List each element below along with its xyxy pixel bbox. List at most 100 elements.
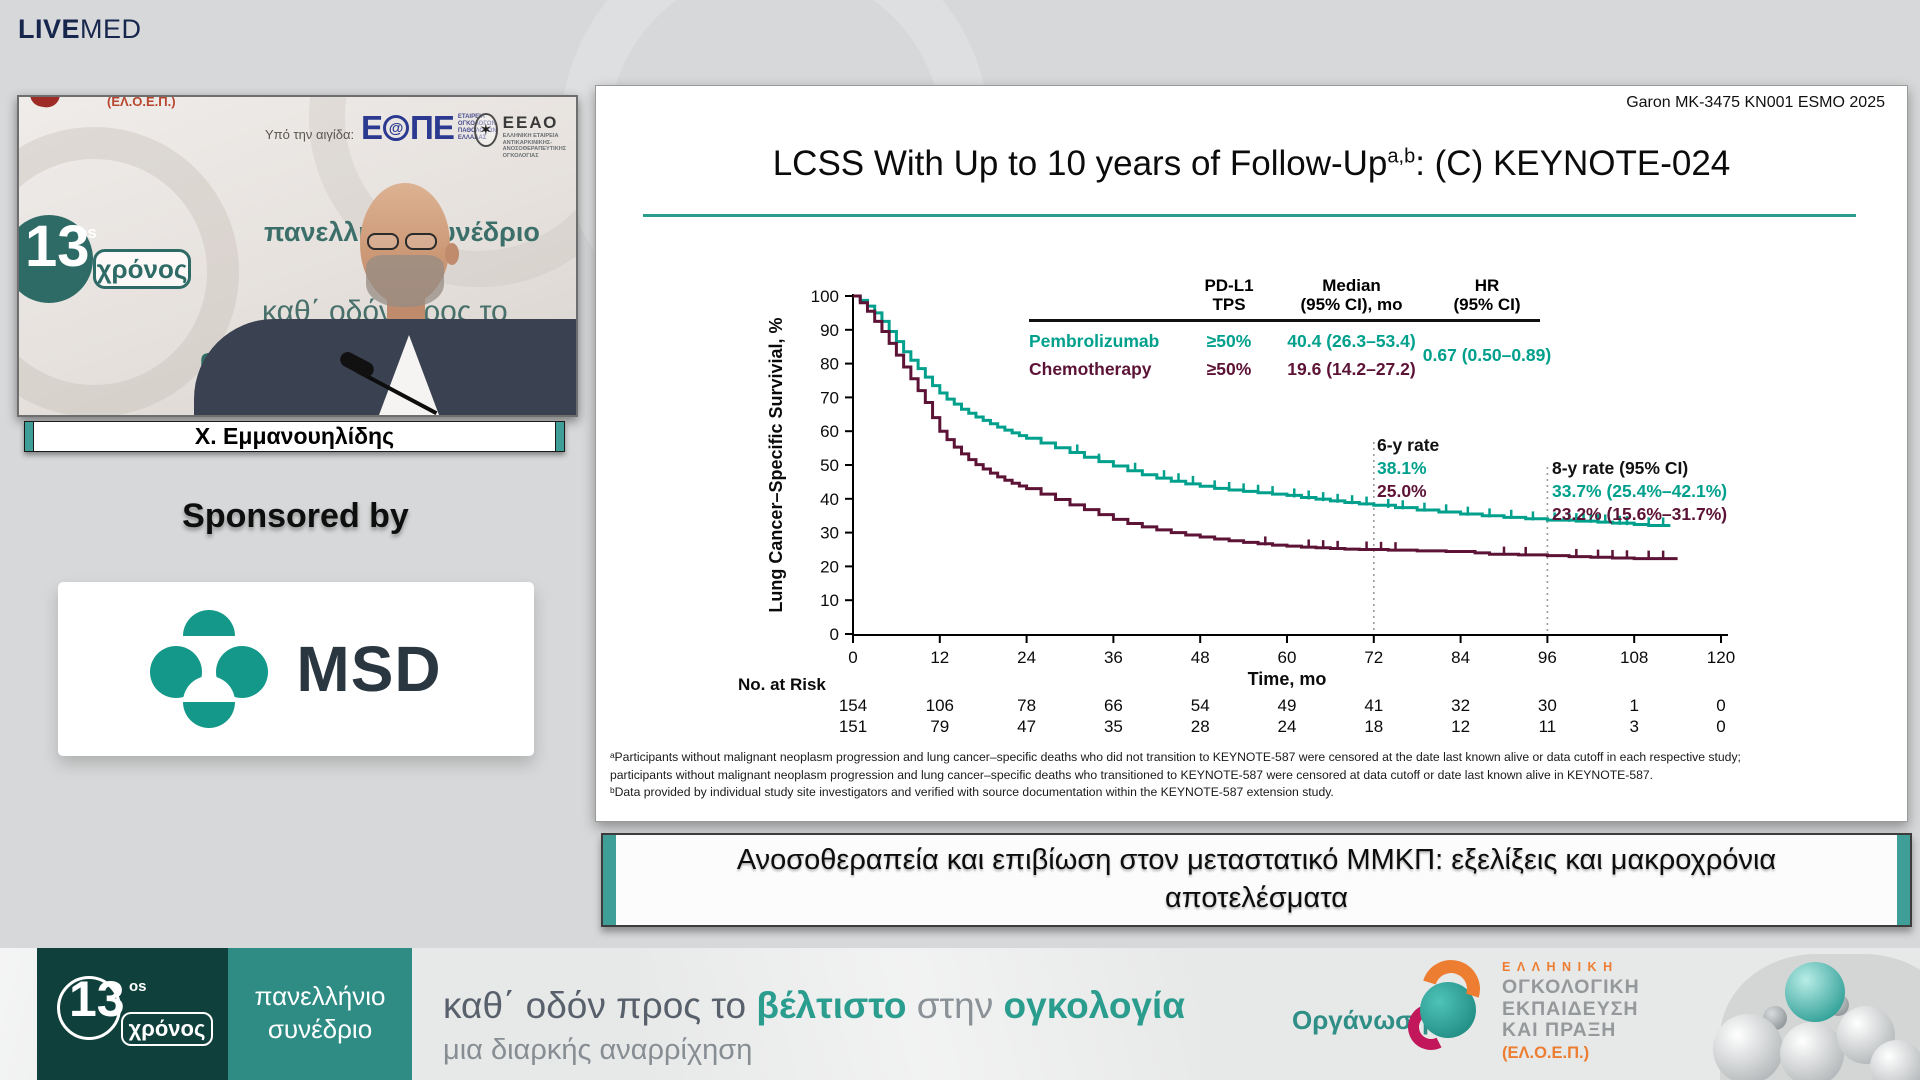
eloep-line: (ΕΛ.Ο.Ε.Π.) [1502,1043,1590,1062]
slogan-part-highlight: ογκολογία [1003,985,1186,1026]
footer-slogan-line2: μια διαρκής αναρρίχηση [443,1034,753,1066]
speaker-name: Χ. Εμμανουηλίδης [194,423,395,449]
svg-text:90: 90 [820,321,839,340]
table-row-pembrolizumab-median: 40.4 (26.3–53.4) [1287,331,1416,351]
svg-text:40: 40 [820,490,839,509]
svg-text:49: 49 [1278,696,1297,715]
slogan-part: στην [906,985,1004,1026]
svg-text:54: 54 [1191,696,1210,715]
footer-badge-word-box: χρόνος [121,1012,213,1046]
svg-text:151: 151 [839,717,867,736]
eloep-wordmark: ΕΛΛΗΝΙΚΗ ΟΓΚΟΛΟΓΙΚΗ ΕΚΠΑΙΔΕΥΣΗ ΚΑΙ ΠΡΑΞΗ… [1502,960,1640,1063]
svg-text:32: 32 [1451,696,1470,715]
svg-text:66: 66 [1104,696,1123,715]
table-header-rule [1029,319,1540,322]
svg-text:35: 35 [1104,717,1123,736]
sponsored-by-label: Sponsored by [182,497,409,535]
eeao-subtitle-line: ΕΛΛΗΝΙΚΗ ΕΤΑΙΡΕΙΑ [502,133,559,139]
table-header-pdl1: PD-L1 TPS [1204,276,1254,314]
footer-bar: 13 os χρόνος πανελλήνιο συνέδριο καθ΄ οδ… [0,948,1920,1080]
eeao-seal-icon: ✶ [474,113,498,147]
eeao-subtitle-line: ΟΓΚΟΛΟΓΙΑΣ [502,152,539,159]
svg-text:12: 12 [930,648,949,667]
livemed-logo-live: LIVE [18,14,81,44]
eope-spiral-o-icon: @ [383,115,410,141]
six-year-rate-annotation: 6-y rate 38.1% 25.0% [1377,434,1439,503]
table-header-median-line2: (95% CI), mo [1300,295,1403,314]
slide-title: LCSS With Up to 10 years of Follow-Upa,b… [596,144,1907,184]
eloep-logo-teal-sphere [1420,982,1476,1038]
svg-text:48: 48 [1191,648,1210,667]
svg-text:50: 50 [820,456,839,475]
footnote-line: ᵃParticipants without malignant neoplasm… [610,750,1741,764]
eope-subtitle-line: ΕΛΛΑΔΑΣ [457,135,487,141]
svg-text:0: 0 [1716,696,1725,715]
footer-badge-ring [57,976,121,1040]
eeao-subtitle-line: ΑΝΤΙΚΑΡΚΙΝΙΚΗΣ-ΑΝΟΣΟΘΕΡΑΠΕΥΤΙΚΗΣ [502,139,567,153]
svg-text:1: 1 [1629,696,1638,715]
eight-year-rate-label: 8-y rate (95% CI) [1552,458,1689,478]
svg-text:100: 100 [811,287,839,306]
conference-badge-word-box: χρόνος [93,249,191,289]
svg-text:106: 106 [926,696,954,715]
slogan-part: καθ΄ οδόν προς το [443,985,757,1026]
msd-logo-petal [183,676,236,728]
banner-accent-left [603,835,616,925]
eloep-logo-fragment [28,97,60,110]
svg-text:28: 28 [1191,717,1210,736]
footnote-line: participants without malignant neoplasm … [610,767,1654,782]
table-row-chemotherapy-tps: ≥50% [1206,359,1252,379]
svg-text:0: 0 [848,648,857,667]
name-bar-accent [25,422,34,451]
speaker-ear [445,243,459,265]
footer-congress-line1: πανελλήνιο [254,981,386,1011]
svg-text:79: 79 [930,717,949,736]
livemed-logo-med: MED [80,14,142,44]
eloep-text-fragment: (ΕΛ.Ο.Ε.Π.) [107,95,176,109]
footer-congress-block: πανελλήνιο συνέδριο [228,948,412,1080]
msd-brand-text: MSD [296,633,442,705]
table-row-pembrolizumab-name: Pembrolizumab [1029,331,1160,351]
table-header-empty [1029,314,1189,318]
svg-text:120: 120 [1707,648,1735,667]
svg-text:0: 0 [830,625,839,644]
table-header-median-line1: Median [1322,276,1381,295]
footer-badge-number: 13 [69,971,125,1027]
svg-text:80: 80 [820,355,839,374]
conference-badge-number: 13 [25,214,90,279]
eeao-logo: ✶ ΕΕΑΟ ΕΛΛΗΝΙΚΗ ΕΤΑΙΡΕΙΑ ΑΝΤΙΚΑΡΚΙΝΙΚΗΣ-… [474,113,576,159]
conference-badge-word: χρόνος [96,254,188,284]
slogan-part-highlight: βέλτιστο [756,985,907,1026]
molecule-sphere-teal [1785,962,1845,1022]
six-year-rate-pembrolizumab: 38.1% [1377,458,1427,478]
molecule-sphere [1780,1022,1844,1080]
name-bar-accent [555,422,564,451]
svg-text:12: 12 [1451,717,1470,736]
title-underline [643,214,1856,217]
svg-text:20: 20 [820,557,839,576]
svg-text:84: 84 [1451,648,1470,667]
footer-badge-word: χρόνος [128,1016,206,1041]
table-row-chemotherapy-name: Chemotherapy [1029,359,1152,379]
eloep-line: ΟΓΚΟΛΟΓΙΚΗ [1502,976,1640,998]
svg-text:18: 18 [1364,717,1383,736]
speaker-video[interactable]: (ΕΛ.Ο.Ε.Π.) Υπό την αιγίδα: Ε @ ΠΕ ΕΤΑΙΡΕΙ… [17,95,578,417]
svg-text:30: 30 [1538,696,1557,715]
eloep-line: ΚΑΙ ΠΡΑΞΗ [1502,1019,1617,1041]
table-row-pembrolizumab-tps: ≥50% [1206,331,1252,351]
eight-year-rate-chemotherapy: 23.2% (15.6%–31.7%) [1552,504,1728,524]
footer-watermark [640,948,1200,1080]
eope-abbr: ΠΕ [410,109,455,146]
svg-text:96: 96 [1538,648,1557,667]
table-hr-value: 0.67 (0.50–0.89) [1422,344,1552,365]
footer-badge-suffix: os [129,978,147,995]
svg-text:60: 60 [820,422,839,441]
footer-congress-line2: συνέδριο [267,1014,373,1044]
eight-year-rate-annotation: 8-y rate (95% CI) 33.7% (25.4%–42.1%) 23… [1552,457,1727,526]
svg-text:154: 154 [839,696,867,715]
svg-text:36: 36 [1104,648,1123,667]
conference-badge-circle [19,215,93,303]
eeao-abbr: ΕΕΑΟ [502,113,559,132]
svg-text:24: 24 [1278,717,1297,736]
